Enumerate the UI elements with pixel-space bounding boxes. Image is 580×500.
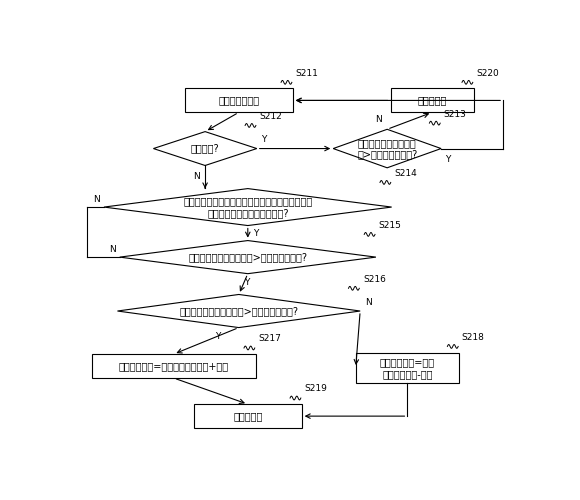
Text: S217: S217 — [258, 334, 281, 344]
Text: S215: S215 — [379, 221, 401, 230]
Text: 停机时间长度=上次停机时间长度+步长: 停机时间长度=上次停机时间长度+步长 — [118, 361, 229, 371]
Polygon shape — [333, 130, 441, 168]
FancyBboxPatch shape — [92, 354, 256, 378]
Text: S214: S214 — [394, 169, 417, 178]
Text: 抽油机启动后运行的时间>设置间抽时间吗?: 抽油机启动后运行的时间>设置间抽时间吗? — [179, 306, 298, 316]
Text: Y: Y — [253, 230, 259, 238]
Text: S212: S212 — [259, 112, 282, 121]
Text: Y: Y — [445, 156, 450, 164]
Text: 设定的载荷点不被包含在泵功图中并且该状态持续
的时间大于设定的持续时间吗?: 设定的载荷点不被包含在泵功图中并且该状态持续 的时间大于设定的持续时间吗? — [183, 196, 313, 218]
FancyBboxPatch shape — [356, 352, 459, 384]
Text: 停机状态?: 停机状态? — [191, 144, 219, 154]
Text: S218: S218 — [462, 333, 485, 342]
Text: S211: S211 — [295, 68, 318, 78]
Text: S219: S219 — [304, 384, 327, 394]
Text: N: N — [93, 195, 100, 204]
Text: Y: Y — [261, 134, 267, 143]
Text: 抽油机当前停机时间长
度>停机时间长度吗?: 抽油机当前停机时间长 度>停机时间长度吗? — [357, 138, 417, 160]
Text: 实测载荷、位移: 实测载荷、位移 — [218, 96, 259, 106]
FancyBboxPatch shape — [390, 88, 474, 112]
FancyBboxPatch shape — [185, 88, 293, 112]
Text: S216: S216 — [363, 274, 386, 283]
Text: 停机时间长度=上次
停机时间长度-步长: 停机时间长度=上次 停机时间长度-步长 — [380, 357, 435, 379]
Text: N: N — [365, 298, 371, 307]
FancyBboxPatch shape — [194, 404, 302, 428]
Text: N: N — [375, 114, 382, 124]
Polygon shape — [104, 188, 392, 226]
Text: S220: S220 — [476, 68, 499, 78]
Text: Y: Y — [244, 278, 249, 286]
Text: 抽油机停机: 抽油机停机 — [233, 411, 263, 421]
Text: N: N — [110, 245, 116, 254]
Polygon shape — [119, 240, 376, 274]
Text: 启动抽油机: 启动抽油机 — [418, 96, 447, 106]
Polygon shape — [153, 132, 257, 166]
Text: S213: S213 — [444, 110, 467, 118]
Text: N: N — [193, 172, 200, 180]
Text: 抽油机启动后运行的时间>最短运行时间吗?: 抽油机启动后运行的时间>最短运行时间吗? — [188, 252, 307, 262]
Text: Y: Y — [215, 332, 221, 341]
Polygon shape — [117, 294, 360, 328]
